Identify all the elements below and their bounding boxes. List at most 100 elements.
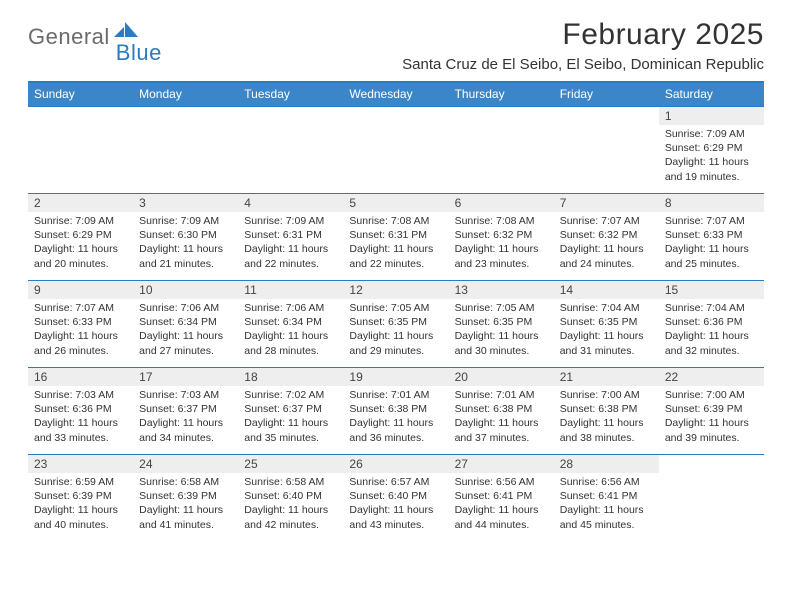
calendar-grid: Sunday Monday Tuesday Wednesday Thursday… bbox=[28, 81, 764, 541]
day-number: 10 bbox=[133, 281, 238, 299]
day-details: Sunrise: 6:59 AMSunset: 6:39 PMDaylight:… bbox=[28, 473, 133, 536]
calendar-day-cell: 27Sunrise: 6:56 AMSunset: 6:41 PMDayligh… bbox=[449, 455, 554, 541]
calendar-day-cell: .. bbox=[133, 107, 238, 193]
calendar-day-cell: 16Sunrise: 7:03 AMSunset: 6:36 PMDayligh… bbox=[28, 368, 133, 454]
day-details: Sunrise: 7:07 AMSunset: 6:33 PMDaylight:… bbox=[659, 212, 764, 275]
calendar-day-cell: 19Sunrise: 7:01 AMSunset: 6:38 PMDayligh… bbox=[343, 368, 448, 454]
day-details: Sunrise: 7:03 AMSunset: 6:37 PMDaylight:… bbox=[133, 386, 238, 449]
weekday-label: Sunday bbox=[28, 83, 133, 106]
day-details: Sunrise: 7:09 AMSunset: 6:31 PMDaylight:… bbox=[238, 212, 343, 275]
title-block: February 2025 Santa Cruz de El Seibo, El… bbox=[402, 18, 764, 73]
calendar-day-cell: 2Sunrise: 7:09 AMSunset: 6:29 PMDaylight… bbox=[28, 194, 133, 280]
calendar-day-cell: .. bbox=[659, 455, 764, 541]
day-details: Sunrise: 7:09 AMSunset: 6:29 PMDaylight:… bbox=[659, 125, 764, 188]
day-number: 12 bbox=[343, 281, 448, 299]
day-details: Sunrise: 6:56 AMSunset: 6:41 PMDaylight:… bbox=[554, 473, 659, 536]
day-details: Sunrise: 7:08 AMSunset: 6:31 PMDaylight:… bbox=[343, 212, 448, 275]
calendar-day-cell: 23Sunrise: 6:59 AMSunset: 6:39 PMDayligh… bbox=[28, 455, 133, 541]
day-number: 6 bbox=[449, 194, 554, 212]
month-title: February 2025 bbox=[402, 18, 764, 52]
day-number: 24 bbox=[133, 455, 238, 473]
calendar-day-cell: 1Sunrise: 7:09 AMSunset: 6:29 PMDaylight… bbox=[659, 107, 764, 193]
day-number: 20 bbox=[449, 368, 554, 386]
weekday-header-row: Sunday Monday Tuesday Wednesday Thursday… bbox=[28, 83, 764, 106]
calendar-week-row: ............1Sunrise: 7:09 AMSunset: 6:2… bbox=[28, 106, 764, 193]
calendar-day-cell: 4Sunrise: 7:09 AMSunset: 6:31 PMDaylight… bbox=[238, 194, 343, 280]
calendar-day-cell: 17Sunrise: 7:03 AMSunset: 6:37 PMDayligh… bbox=[133, 368, 238, 454]
weeks-container: ............1Sunrise: 7:09 AMSunset: 6:2… bbox=[28, 106, 764, 541]
day-number: 17 bbox=[133, 368, 238, 386]
calendar-day-cell: 5Sunrise: 7:08 AMSunset: 6:31 PMDaylight… bbox=[343, 194, 448, 280]
calendar-day-cell: 15Sunrise: 7:04 AMSunset: 6:36 PMDayligh… bbox=[659, 281, 764, 367]
weekday-label: Friday bbox=[554, 83, 659, 106]
day-number: 1 bbox=[659, 107, 764, 125]
calendar-day-cell: 21Sunrise: 7:00 AMSunset: 6:38 PMDayligh… bbox=[554, 368, 659, 454]
day-number: 22 bbox=[659, 368, 764, 386]
location-text: Santa Cruz de El Seibo, El Seibo, Domini… bbox=[402, 56, 764, 73]
calendar-day-cell: .. bbox=[554, 107, 659, 193]
day-number: 7 bbox=[554, 194, 659, 212]
day-details: Sunrise: 7:00 AMSunset: 6:38 PMDaylight:… bbox=[554, 386, 659, 449]
day-details: Sunrise: 7:04 AMSunset: 6:35 PMDaylight:… bbox=[554, 299, 659, 362]
day-number: 19 bbox=[343, 368, 448, 386]
calendar-day-cell: .. bbox=[343, 107, 448, 193]
day-details: Sunrise: 7:01 AMSunset: 6:38 PMDaylight:… bbox=[343, 386, 448, 449]
calendar-day-cell: 8Sunrise: 7:07 AMSunset: 6:33 PMDaylight… bbox=[659, 194, 764, 280]
day-details: Sunrise: 7:08 AMSunset: 6:32 PMDaylight:… bbox=[449, 212, 554, 275]
day-details: Sunrise: 7:06 AMSunset: 6:34 PMDaylight:… bbox=[133, 299, 238, 362]
brand-word2: Blue bbox=[116, 40, 162, 66]
day-number: 18 bbox=[238, 368, 343, 386]
brand-logo: General Blue bbox=[28, 18, 186, 50]
calendar-day-cell: 9Sunrise: 7:07 AMSunset: 6:33 PMDaylight… bbox=[28, 281, 133, 367]
day-details: Sunrise: 6:56 AMSunset: 6:41 PMDaylight:… bbox=[449, 473, 554, 536]
day-details: Sunrise: 7:07 AMSunset: 6:32 PMDaylight:… bbox=[554, 212, 659, 275]
calendar-day-cell: 13Sunrise: 7:05 AMSunset: 6:35 PMDayligh… bbox=[449, 281, 554, 367]
calendar-day-cell: 26Sunrise: 6:57 AMSunset: 6:40 PMDayligh… bbox=[343, 455, 448, 541]
calendar-week-row: 9Sunrise: 7:07 AMSunset: 6:33 PMDaylight… bbox=[28, 280, 764, 367]
day-number: 13 bbox=[449, 281, 554, 299]
calendar-day-cell: 3Sunrise: 7:09 AMSunset: 6:30 PMDaylight… bbox=[133, 194, 238, 280]
weekday-label: Wednesday bbox=[343, 83, 448, 106]
day-number: 15 bbox=[659, 281, 764, 299]
day-number: 4 bbox=[238, 194, 343, 212]
day-details: Sunrise: 7:03 AMSunset: 6:36 PMDaylight:… bbox=[28, 386, 133, 449]
day-details: Sunrise: 7:01 AMSunset: 6:38 PMDaylight:… bbox=[449, 386, 554, 449]
calendar-week-row: 23Sunrise: 6:59 AMSunset: 6:39 PMDayligh… bbox=[28, 454, 764, 541]
weekday-label: Tuesday bbox=[238, 83, 343, 106]
calendar-week-row: 2Sunrise: 7:09 AMSunset: 6:29 PMDaylight… bbox=[28, 193, 764, 280]
calendar-day-cell: 10Sunrise: 7:06 AMSunset: 6:34 PMDayligh… bbox=[133, 281, 238, 367]
calendar-day-cell: 14Sunrise: 7:04 AMSunset: 6:35 PMDayligh… bbox=[554, 281, 659, 367]
calendar-day-cell: 25Sunrise: 6:58 AMSunset: 6:40 PMDayligh… bbox=[238, 455, 343, 541]
calendar-day-cell: 28Sunrise: 6:56 AMSunset: 6:41 PMDayligh… bbox=[554, 455, 659, 541]
day-details: Sunrise: 6:57 AMSunset: 6:40 PMDaylight:… bbox=[343, 473, 448, 536]
calendar-day-cell: 11Sunrise: 7:06 AMSunset: 6:34 PMDayligh… bbox=[238, 281, 343, 367]
day-details: Sunrise: 7:05 AMSunset: 6:35 PMDaylight:… bbox=[449, 299, 554, 362]
day-details: Sunrise: 7:02 AMSunset: 6:37 PMDaylight:… bbox=[238, 386, 343, 449]
calendar-day-cell: 18Sunrise: 7:02 AMSunset: 6:37 PMDayligh… bbox=[238, 368, 343, 454]
calendar-day-cell: 24Sunrise: 6:58 AMSunset: 6:39 PMDayligh… bbox=[133, 455, 238, 541]
calendar-day-cell: 6Sunrise: 7:08 AMSunset: 6:32 PMDaylight… bbox=[449, 194, 554, 280]
calendar-day-cell: 20Sunrise: 7:01 AMSunset: 6:38 PMDayligh… bbox=[449, 368, 554, 454]
weekday-label: Thursday bbox=[449, 83, 554, 106]
day-number: 5 bbox=[343, 194, 448, 212]
day-number: 23 bbox=[28, 455, 133, 473]
day-number: 14 bbox=[554, 281, 659, 299]
day-details: Sunrise: 7:05 AMSunset: 6:35 PMDaylight:… bbox=[343, 299, 448, 362]
day-details: Sunrise: 6:58 AMSunset: 6:40 PMDaylight:… bbox=[238, 473, 343, 536]
calendar-page: General Blue February 2025 Santa Cruz de… bbox=[0, 0, 792, 551]
day-details: Sunrise: 7:04 AMSunset: 6:36 PMDaylight:… bbox=[659, 299, 764, 362]
calendar-week-row: 16Sunrise: 7:03 AMSunset: 6:36 PMDayligh… bbox=[28, 367, 764, 454]
day-details: Sunrise: 7:00 AMSunset: 6:39 PMDaylight:… bbox=[659, 386, 764, 449]
calendar-day-cell: 22Sunrise: 7:00 AMSunset: 6:39 PMDayligh… bbox=[659, 368, 764, 454]
day-number: 21 bbox=[554, 368, 659, 386]
day-details: Sunrise: 7:09 AMSunset: 6:29 PMDaylight:… bbox=[28, 212, 133, 275]
weekday-label: Saturday bbox=[659, 83, 764, 106]
day-details: Sunrise: 7:07 AMSunset: 6:33 PMDaylight:… bbox=[28, 299, 133, 362]
header: General Blue February 2025 Santa Cruz de… bbox=[28, 18, 764, 73]
day-number: 2 bbox=[28, 194, 133, 212]
calendar-day-cell: .. bbox=[28, 107, 133, 193]
day-number: 3 bbox=[133, 194, 238, 212]
day-number: 9 bbox=[28, 281, 133, 299]
day-details: Sunrise: 7:09 AMSunset: 6:30 PMDaylight:… bbox=[133, 212, 238, 275]
day-number: 16 bbox=[28, 368, 133, 386]
